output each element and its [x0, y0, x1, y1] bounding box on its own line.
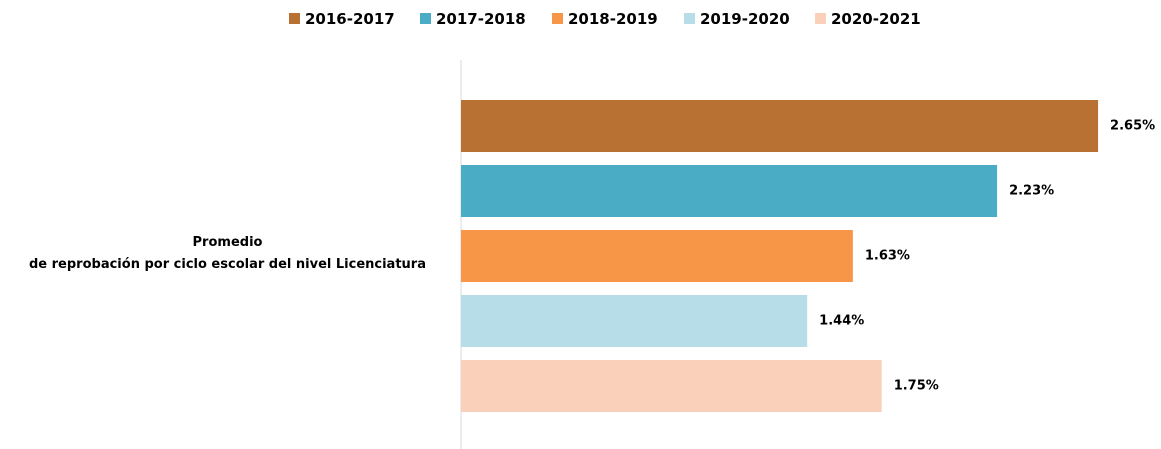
bar	[461, 165, 998, 217]
legend-swatch	[289, 13, 300, 24]
bar	[461, 295, 808, 347]
legend-label: 2020-2021	[831, 10, 921, 28]
data-label: 1.44%	[819, 314, 864, 329]
legend-swatch	[420, 13, 431, 24]
bar	[461, 100, 1099, 152]
legend-label: 2018-2019	[568, 10, 658, 28]
data-label: 2.65%	[1110, 119, 1155, 134]
legend-label: 2017-2018	[436, 10, 526, 28]
bar	[461, 360, 882, 412]
legend-label: 2016-2017	[305, 10, 395, 28]
legend-swatch	[552, 13, 563, 24]
legend-swatch	[684, 13, 695, 24]
category-label: Promedio de reprobación por ciclo escola…	[29, 235, 426, 272]
data-label: 2.23%	[1009, 184, 1054, 199]
data-label: 1.75%	[894, 379, 939, 394]
legend-swatch	[815, 13, 826, 24]
legend-label: 2019-2020	[700, 10, 790, 28]
data-label: 1.63%	[865, 249, 910, 264]
bar	[461, 230, 853, 282]
